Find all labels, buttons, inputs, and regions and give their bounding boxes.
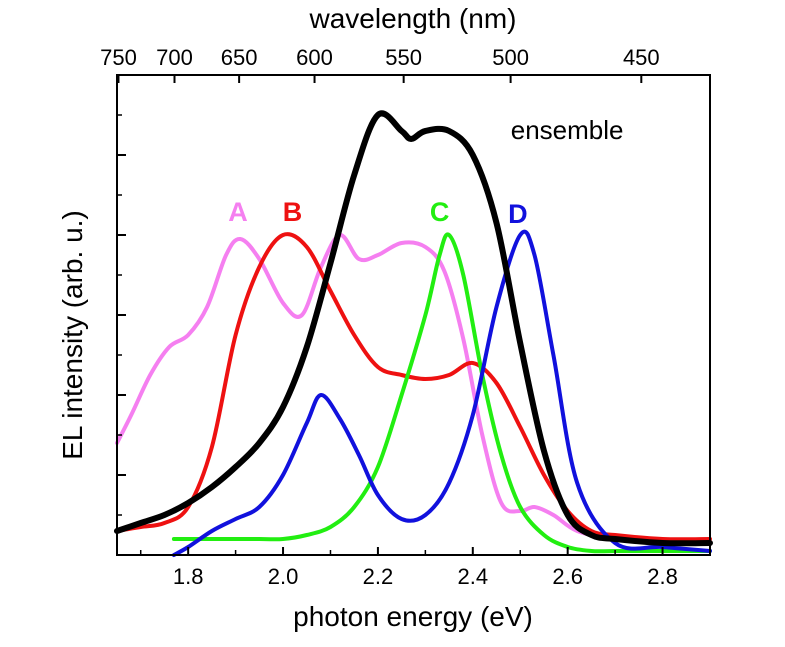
x-tick-label: 2.2: [363, 564, 394, 589]
top-tick-label: 650: [221, 45, 258, 70]
x-tick-label: 2.0: [268, 564, 299, 589]
top-axis-ticks: 750 700 650 600 550 500 450: [100, 45, 660, 83]
plot-frame: [116, 74, 711, 556]
bottom-axis-ticks: 1.8 2.0 2.2 2.4 2.6 2.8: [139, 547, 678, 589]
x-tick-label: 2.8: [647, 564, 678, 589]
top-axis-title: wavelength (nm): [309, 3, 517, 34]
series-label-d: D: [508, 199, 528, 229]
y-axis-title: EL intensity (arb. u.): [57, 210, 88, 460]
top-tick-label: 750: [100, 45, 137, 70]
left-axis-ticks: [117, 114, 126, 516]
series-line-a: [115, 233, 712, 546]
x-tick-label: 1.8: [173, 564, 204, 589]
series-label-b: B: [283, 197, 303, 227]
series-label-ensemble: ensemble: [511, 115, 624, 145]
top-tick-label: 600: [296, 45, 333, 70]
top-tick-label: 500: [492, 45, 529, 70]
x-axis-title: photon energy (eV): [293, 601, 533, 632]
x-tick-label: 2.6: [552, 564, 583, 589]
series-label-c: C: [430, 197, 450, 227]
series-line-d: [171, 229, 712, 557]
top-tick-label: 700: [156, 45, 193, 70]
series-layer: [114, 110, 713, 557]
top-tick-label: 550: [385, 45, 422, 70]
series-label-a: A: [228, 197, 248, 227]
series-line-ensemble: [114, 110, 713, 547]
series-line-c: [171, 232, 712, 554]
top-tick-label: 450: [623, 45, 660, 70]
x-tick-label: 2.4: [458, 564, 489, 589]
